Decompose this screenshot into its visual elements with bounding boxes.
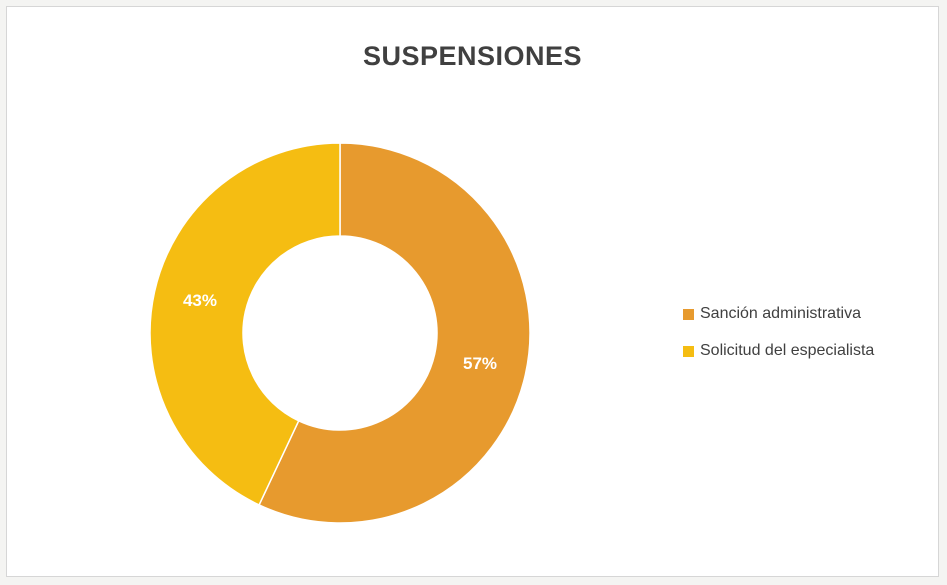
data-label-sancion: 57%	[463, 354, 497, 373]
donut-chart: 57% 43%	[149, 142, 531, 524]
legend-item-solicitud-especialista: Solicitud del especialista	[683, 341, 874, 361]
legend: Sanción administrativa Solicitud del esp…	[683, 304, 874, 378]
legend-swatch-sancion	[683, 308, 694, 320]
legend-item-sancion-administrativa: Sanción administrativa	[683, 304, 874, 324]
slice-solicitud-especialista	[149, 142, 341, 506]
data-label-solicitud: 43%	[183, 291, 217, 310]
legend-label-sancion: Sanción administrativa	[700, 305, 861, 322]
chart-frame: SUSPENSIONES 57% 43% Sanción administrati…	[6, 6, 939, 577]
legend-swatch-solicitud	[683, 345, 694, 357]
chart-title: SUSPENSIONES	[362, 41, 583, 71]
slice-sancion-administrativa	[258, 142, 531, 524]
legend-label-solicitud: Solicitud del especialista	[700, 342, 875, 359]
